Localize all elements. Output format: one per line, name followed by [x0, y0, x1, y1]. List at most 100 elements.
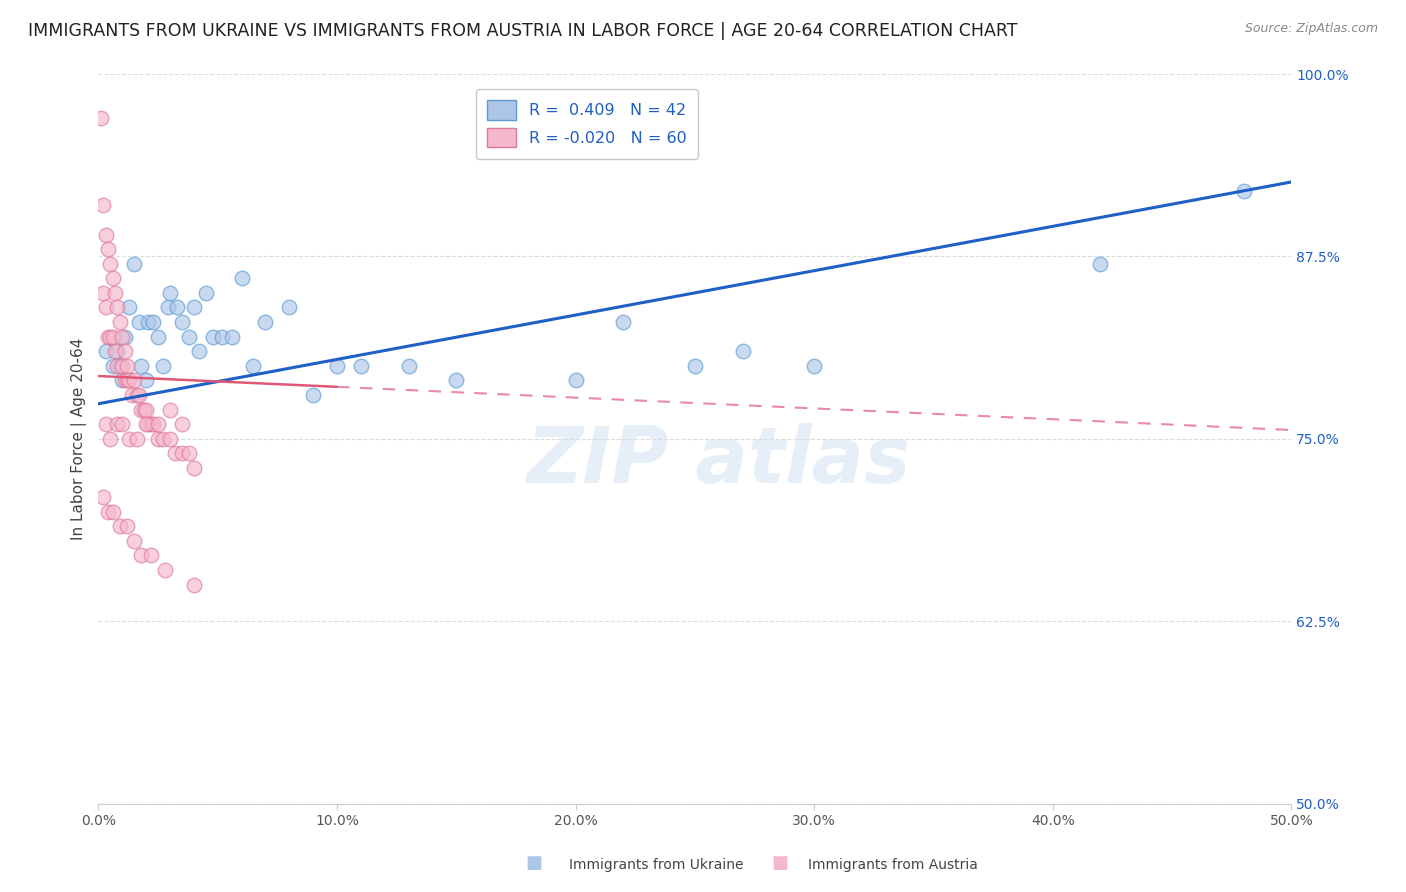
Point	[108, 359, 131, 373]
Point	[108, 519, 131, 533]
Point	[211, 329, 233, 343]
Text: Immigrants from Austria: Immigrants from Austria	[808, 858, 979, 872]
Point	[101, 329, 124, 343]
Point	[170, 315, 193, 329]
Point	[114, 329, 136, 343]
Point	[170, 417, 193, 432]
Point	[94, 227, 117, 242]
Point	[201, 329, 224, 343]
Point	[118, 373, 141, 387]
Point	[683, 359, 706, 373]
Point	[115, 359, 138, 373]
Point	[122, 533, 145, 548]
Point	[1233, 184, 1256, 198]
Point	[139, 549, 162, 563]
Text: Source: ZipAtlas.com: Source: ZipAtlas.com	[1244, 22, 1378, 36]
Point	[118, 432, 141, 446]
Point	[803, 359, 825, 373]
Point	[114, 344, 136, 359]
Point	[97, 505, 120, 519]
Point	[139, 417, 162, 432]
Point	[163, 446, 186, 460]
Point	[187, 344, 209, 359]
Point	[153, 563, 176, 577]
Point	[612, 315, 634, 329]
Point	[122, 373, 145, 387]
Point	[156, 301, 179, 315]
Point	[146, 432, 169, 446]
Point	[159, 432, 181, 446]
Point	[125, 388, 148, 402]
Point	[731, 344, 754, 359]
Point	[138, 315, 160, 329]
Point	[142, 315, 165, 329]
Point	[107, 417, 129, 432]
Point	[107, 301, 129, 315]
Point	[135, 373, 157, 387]
Point	[132, 402, 155, 417]
Point	[278, 301, 301, 315]
Point	[170, 446, 193, 460]
Point	[104, 285, 127, 300]
Point	[121, 388, 143, 402]
Point	[111, 359, 134, 373]
Text: IMMIGRANTS FROM UKRAINE VS IMMIGRANTS FROM AUSTRIA IN LABOR FORCE | AGE 20-64 CO: IMMIGRANTS FROM UKRAINE VS IMMIGRANTS FR…	[28, 22, 1018, 40]
Text: ■: ■	[526, 855, 543, 872]
Point	[91, 198, 114, 212]
Point	[98, 432, 121, 446]
Point	[104, 344, 127, 359]
Point	[98, 257, 121, 271]
Point	[129, 359, 152, 373]
Text: ZIP atlas: ZIP atlas	[526, 423, 911, 499]
Point	[183, 577, 205, 591]
Legend: R =  0.409   N = 42, R = -0.020   N = 60: R = 0.409 N = 42, R = -0.020 N = 60	[477, 89, 697, 159]
Y-axis label: In Labor Force | Age 20-64: In Labor Force | Age 20-64	[72, 337, 87, 540]
Point	[91, 285, 114, 300]
Point	[138, 417, 160, 432]
Text: Immigrants from Ukraine: Immigrants from Ukraine	[569, 858, 744, 872]
Point	[98, 329, 121, 343]
Point	[1090, 257, 1112, 271]
Point	[183, 461, 205, 475]
Point	[135, 402, 157, 417]
Point	[111, 329, 134, 343]
Point	[129, 402, 152, 417]
Point	[350, 359, 373, 373]
Point	[97, 242, 120, 256]
Point	[114, 373, 136, 387]
Point	[128, 315, 150, 329]
Text: ■: ■	[772, 855, 789, 872]
Point	[101, 271, 124, 285]
Point	[166, 301, 188, 315]
Point	[152, 359, 174, 373]
Point	[444, 373, 467, 387]
Point	[111, 417, 134, 432]
Point	[108, 315, 131, 329]
Point	[94, 344, 117, 359]
Point	[177, 329, 200, 343]
Point	[177, 446, 200, 460]
Point	[221, 329, 243, 343]
Point	[135, 417, 157, 432]
Point	[254, 315, 277, 329]
Point	[128, 388, 150, 402]
Point	[101, 359, 124, 373]
Point	[97, 329, 120, 343]
Point	[231, 271, 253, 285]
Point	[159, 285, 181, 300]
Point	[129, 549, 152, 563]
Point	[183, 301, 205, 315]
Point	[101, 505, 124, 519]
Point	[111, 373, 134, 387]
Point	[146, 417, 169, 432]
Point	[94, 301, 117, 315]
Point	[125, 432, 148, 446]
Point	[118, 301, 141, 315]
Point	[326, 359, 349, 373]
Point	[94, 417, 117, 432]
Point	[91, 490, 114, 504]
Point	[142, 417, 165, 432]
Point	[146, 329, 169, 343]
Point	[159, 402, 181, 417]
Point	[122, 257, 145, 271]
